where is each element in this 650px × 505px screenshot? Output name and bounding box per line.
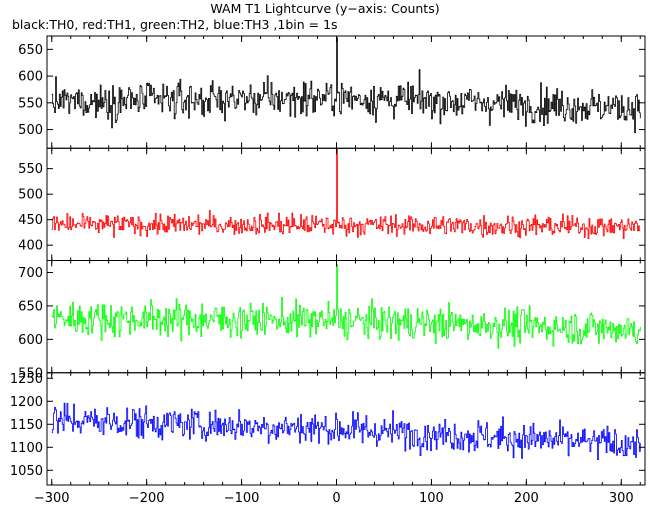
panel-TH1: 400 450 500 550 (18, 147, 646, 261)
panel-frame (46, 147, 646, 261)
series-TH3-line (51, 402, 641, 460)
y-tick-label: 700 (18, 266, 43, 281)
x-tick-label: −300 (34, 491, 70, 505)
series-TH0-line (51, 37, 641, 134)
x-tick-label: −200 (129, 491, 165, 505)
panel-TH2: 550 600 650 700 (18, 260, 646, 381)
y-tick-label: 1100 (10, 441, 43, 456)
y-tick-label: 600 (18, 333, 43, 348)
y-tick-label: 550 (18, 162, 43, 177)
series-TH1-line (51, 148, 641, 239)
y-tick-label: 450 (18, 213, 43, 228)
x-tick-label: 300 (609, 491, 634, 505)
y-tick-label: 500 (18, 123, 43, 138)
y-tick-label: 650 (18, 43, 43, 58)
y-tick-label: 550 (18, 366, 43, 381)
panel-TH0: 500 550 600 650 (18, 35, 646, 149)
y-tick-label: 550 (18, 96, 43, 111)
x-tick-label: 0 (332, 491, 340, 505)
y-tick-label: 400 (18, 239, 43, 254)
chart-subtitle: black:TH0, red:TH1, green:TH2, blue:TH3 … (12, 17, 338, 32)
y-tick-label: 650 (18, 299, 43, 314)
panel-frame (46, 372, 646, 486)
y-tick-label: 500 (18, 188, 43, 203)
panel-TH3: 1050 1100 1150 1200 1250 (10, 372, 646, 486)
chart-title: WAM T1 Lightcurve (y−axis: Counts) (210, 1, 440, 16)
y-tick-label: 1050 (10, 464, 43, 479)
x-tick-label: −100 (224, 491, 260, 505)
y-tick-label: 600 (18, 70, 43, 85)
x-tick-label: 100 (419, 491, 444, 505)
y-tick-label: 1200 (10, 395, 43, 410)
x-tick-label: 200 (514, 491, 539, 505)
y-tick-label: 1250 (10, 372, 43, 387)
series-TH2-line (51, 264, 641, 349)
y-tick-label: 1150 (10, 418, 43, 433)
